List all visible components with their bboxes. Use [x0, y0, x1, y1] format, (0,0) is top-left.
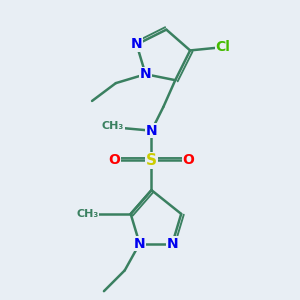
Text: N: N — [140, 67, 152, 81]
Text: S: S — [146, 153, 157, 168]
Text: O: O — [108, 153, 120, 167]
Text: Cl: Cl — [215, 40, 230, 55]
Text: N: N — [131, 38, 142, 52]
Text: N: N — [167, 237, 178, 250]
Text: N: N — [146, 124, 157, 138]
Text: O: O — [183, 153, 195, 167]
Text: CH₃: CH₃ — [102, 121, 124, 131]
Text: CH₃: CH₃ — [76, 209, 99, 219]
Text: N: N — [134, 237, 146, 250]
